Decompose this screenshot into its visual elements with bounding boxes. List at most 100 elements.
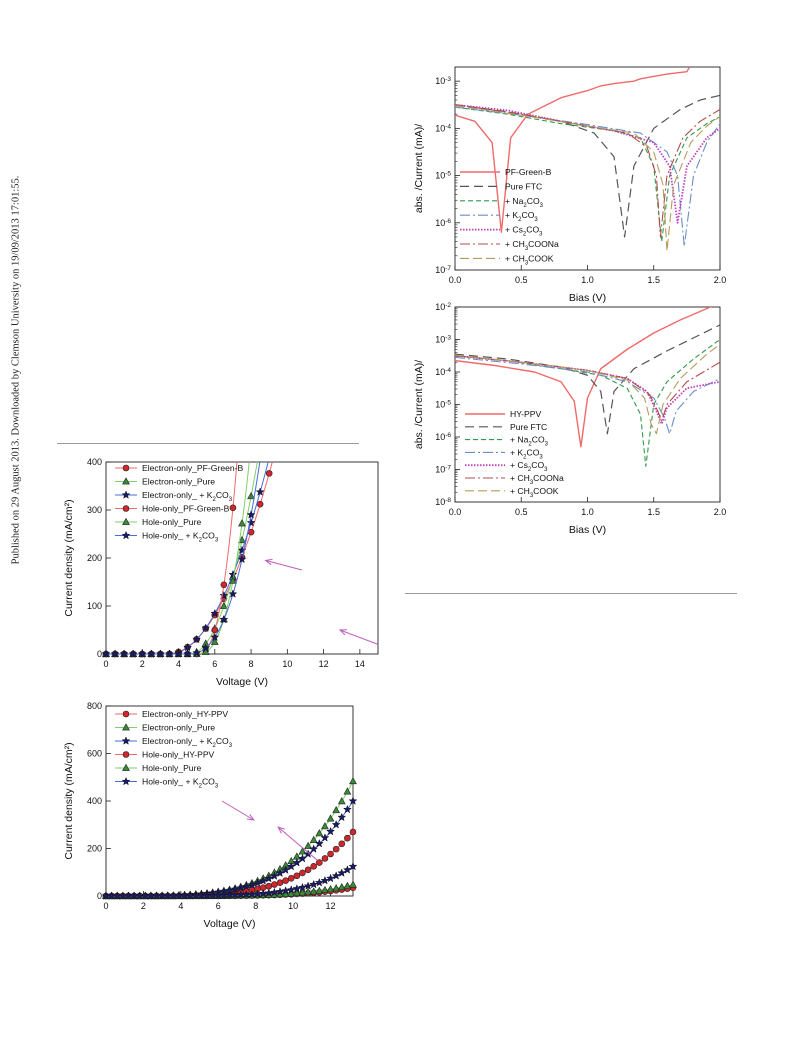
y-tick-label: 10-6	[435, 217, 451, 228]
x-axis-label: Bias (V)	[569, 292, 606, 304]
series-marker-5	[292, 884, 302, 893]
series-marker-3	[220, 581, 228, 589]
x-tick-label: 0.5	[515, 275, 528, 285]
series-line-5	[455, 355, 720, 422]
legend-label-2: Electron-only_FTC + K2CO3	[142, 490, 233, 503]
x-tick-label: 6	[212, 659, 217, 669]
y-axis-label: Current density (mA/cm²)	[63, 742, 75, 859]
x-tick-label: 1.5	[647, 507, 660, 517]
y-tick-label: 10-4	[435, 123, 451, 134]
series-marker-0	[256, 500, 264, 508]
series-marker-2	[292, 858, 302, 867]
series-marker-5	[303, 881, 313, 890]
x-tick-label: 1.5	[647, 275, 660, 285]
legend-label-4: FTC + Cs2CO3	[505, 225, 543, 238]
legend-label-0: PF-Green-B	[505, 167, 552, 177]
series-marker-5	[155, 649, 165, 658]
x-tick-label: 2.0	[714, 275, 727, 285]
series-marker-1	[332, 806, 341, 814]
chart-tr: 10-3 10-4 10-5 10-6 10-7 0.0 0.5 1.0 1.5 2.0 Bias …	[410, 62, 740, 307]
series-marker-4	[229, 576, 237, 584]
series-marker-1	[349, 777, 357, 785]
series-marker-2	[253, 878, 263, 887]
series-marker-2	[331, 820, 341, 829]
y-tick-label: 10-5	[435, 399, 451, 410]
y-tick-label: 800	[87, 701, 102, 711]
series-marker-4	[292, 889, 301, 897]
chart-bl: 0 200 400 600 800 0 2 4 6 8 10 12 Voltage (V) Current…	[60, 698, 390, 943]
series-marker-4	[315, 886, 324, 894]
legend-label-5: FTC + CH3COONa	[505, 239, 559, 252]
legend-label-5: FTC + CH3COONa	[510, 473, 564, 486]
legend-label-4: Hole-only_Pure FTC	[142, 763, 201, 773]
legend-label-1: Electron-only_Pure FTC	[142, 723, 215, 733]
series-marker-4	[238, 519, 246, 527]
y-tick-label: 100	[87, 601, 102, 611]
side-note-text: Published on 29 August 2013. Downloaded …	[10, 175, 22, 565]
series-marker-0	[282, 877, 289, 884]
series-marker-5	[146, 649, 156, 658]
x-tick-label: 2	[140, 659, 145, 669]
series-marker-5	[337, 868, 347, 877]
series-marker-2	[309, 844, 319, 853]
series-marker-2	[183, 642, 193, 652]
legend-label-3: FTC + K2CO3	[510, 447, 543, 460]
y-tick-label: 0	[97, 649, 102, 659]
series-marker-2	[303, 849, 313, 858]
legend-label-3: Hole-only_PF-Green-B	[142, 504, 230, 514]
series-marker-3	[211, 626, 219, 634]
legend-label-2: FTC + Na2CO3	[510, 435, 549, 448]
legend-marker-4	[122, 517, 130, 525]
series-marker-2	[241, 881, 251, 891]
x-tick-label: 6	[216, 901, 221, 911]
legend-label-1: Pure FTC	[505, 181, 542, 191]
series-marker-0	[265, 882, 273, 890]
series-marker-5	[309, 879, 319, 889]
series-marker-2	[192, 634, 202, 644]
y-tick-label: 0	[97, 891, 102, 901]
series-marker-1	[247, 492, 255, 500]
divider-right	[405, 593, 737, 594]
series-marker-2	[275, 868, 285, 877]
series-marker-0	[344, 834, 351, 842]
y-tick-label: 10-3	[435, 76, 451, 87]
y-tick-label: 10-7	[435, 464, 451, 475]
annotation-arrowhead-1	[338, 629, 347, 636]
x-tick-label: 2.0	[714, 507, 727, 517]
legend-label-0: HY-PPV	[510, 409, 541, 419]
x-tick-label: 2	[141, 901, 146, 911]
series-marker-0	[304, 866, 312, 874]
series-marker-0	[321, 855, 329, 862]
y-axis-label: abs. /Current (mA)/	[413, 124, 425, 213]
series-line-1	[455, 94, 720, 238]
y-tick-label: 10-2	[435, 302, 451, 312]
legend-label-1: Electron-only_Pure FTC	[142, 477, 215, 487]
series-marker-0	[349, 828, 357, 836]
chart-ml: 0 100 200 300 400 0 2 4 6 8 10 12 14 Voltage (V) Curre…	[60, 452, 390, 697]
series-marker-2	[201, 623, 211, 632]
series-marker-5	[183, 649, 193, 658]
legend-label-6: FTC + CH3COOK	[505, 253, 554, 266]
series-line-2	[455, 339, 720, 467]
x-tick-label: 14	[355, 659, 365, 669]
legend-marker-1	[122, 477, 130, 485]
series-marker-5	[314, 878, 324, 887]
series-marker-2	[320, 833, 330, 842]
x-tick-label: 8	[249, 659, 254, 669]
series-marker-0	[310, 863, 318, 870]
legend-marker-5	[121, 530, 131, 540]
annotation-arrowhead-0	[264, 558, 273, 566]
annotation-arrowhead-0	[246, 814, 255, 821]
y-tick-label: 400	[87, 796, 102, 806]
series-marker-3	[229, 504, 237, 512]
series-marker-1	[315, 829, 324, 837]
legend-label-1: Pure FTC	[510, 422, 547, 432]
series-marker-0	[338, 840, 346, 848]
legend-label-2: Electron-only_FTC + K2CO3	[142, 736, 233, 749]
x-axis-label: Voltage (V)	[216, 676, 268, 688]
series-line-4	[455, 103, 720, 224]
y-tick-label: 10-5	[435, 170, 451, 181]
legend-label-4: FTC + Cs2CO3	[510, 460, 548, 473]
series-marker-2	[219, 590, 229, 600]
series-marker-5	[298, 882, 307, 892]
